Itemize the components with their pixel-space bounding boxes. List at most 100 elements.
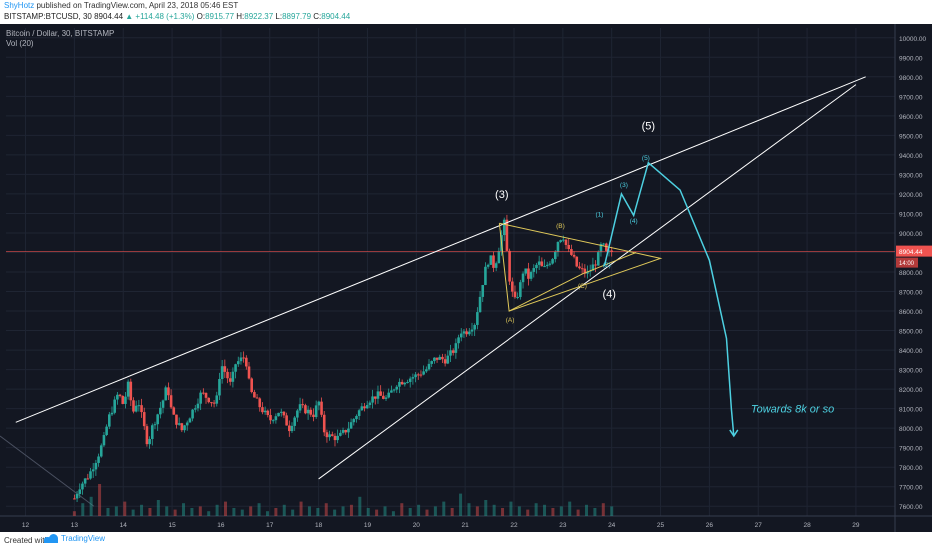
- candle-body: [591, 264, 595, 271]
- volume-bar: [114, 506, 118, 516]
- candle-body: [430, 361, 433, 364]
- volume-bar: [198, 506, 202, 516]
- x-tick-label: 26: [706, 522, 714, 529]
- candle-body: [83, 478, 87, 484]
- candle-body: [172, 407, 176, 415]
- price-badge-label: 8904.44: [899, 249, 923, 256]
- candle-body: [559, 240, 562, 243]
- candle-body: [239, 357, 243, 362]
- close-value: 8904.44: [321, 12, 351, 21]
- x-tick-label: 21: [462, 522, 470, 529]
- volume-bar: [391, 511, 395, 516]
- candle-body: [508, 250, 511, 282]
- candle-body: [180, 423, 184, 431]
- wave-label: (4): [630, 218, 638, 225]
- volume-bar: [425, 509, 429, 516]
- candle-body: [102, 435, 106, 446]
- candle-body: [400, 381, 404, 385]
- volume-bar: [190, 508, 194, 516]
- candle-body: [535, 264, 538, 269]
- candle-body: [282, 411, 286, 416]
- candle-body: [599, 244, 603, 253]
- candle-body: [578, 266, 581, 269]
- y-tick-label: 9100.00: [899, 211, 923, 218]
- candle-body: [347, 428, 350, 433]
- author-link[interactable]: ShyHotz: [4, 1, 35, 10]
- candle-body: [124, 396, 127, 404]
- open-label: O:: [196, 12, 206, 21]
- candle-body: [140, 405, 143, 413]
- candle-body: [505, 219, 509, 251]
- y-tick-label: 8000.00: [899, 426, 923, 433]
- wave-label: (2): [603, 262, 611, 269]
- candle-body: [296, 410, 299, 418]
- candle-body: [567, 244, 571, 250]
- candle-body: [502, 219, 506, 236]
- tradingview-brand[interactable]: TradingView: [44, 534, 105, 543]
- y-tick-label: 7900.00: [899, 446, 923, 453]
- published-text: published on TradingView.com, April 23, …: [36, 1, 239, 10]
- wedge-upper-line: [15, 76, 866, 423]
- candle-body: [545, 264, 549, 267]
- candle-body: [145, 426, 149, 445]
- volume-bar: [274, 508, 278, 516]
- y-tick-label: 10000.00: [899, 36, 926, 43]
- candle-body: [564, 239, 568, 245]
- candle-body: [435, 357, 439, 360]
- candle-body: [411, 377, 415, 379]
- chart-area[interactable]: 7600.00 7700.00 7800.00 7900.00 8000.00 8100.…: [0, 24, 932, 532]
- candle-body: [134, 405, 138, 412]
- x-tick-label: 12: [22, 522, 30, 529]
- candle-body: [298, 404, 302, 411]
- candle-body: [202, 392, 205, 394]
- volume-bar: [568, 501, 572, 516]
- price-chart[interactable]: 7600.00 7700.00 7800.00 7900.00 8000.00 8100.…: [0, 24, 932, 532]
- candle-body: [425, 369, 428, 372]
- y-tick-label: 8400.00: [899, 348, 923, 355]
- candle-body: [207, 397, 211, 403]
- candle-body: [153, 424, 157, 426]
- volume-bar: [475, 506, 479, 516]
- candle-body: [108, 414, 111, 427]
- candle-body: [422, 371, 425, 375]
- candle-body: [271, 420, 275, 422]
- volume-bar: [601, 503, 605, 516]
- x-tick-label: 29: [852, 522, 860, 529]
- candle-body: [253, 392, 256, 398]
- candle-body: [395, 386, 399, 390]
- wave-label: (A): [506, 317, 515, 324]
- open-value: 8915.77: [205, 12, 235, 21]
- candle-body: [336, 435, 339, 441]
- candle-body: [223, 366, 227, 372]
- last-price: 8904.44: [94, 12, 124, 21]
- y-tick-label: 9200.00: [899, 192, 923, 199]
- candle-body: [484, 266, 487, 286]
- y-tick-label: 9800.00: [899, 75, 923, 82]
- candle-body: [333, 435, 337, 441]
- volume-bar: [156, 500, 160, 516]
- candle-body: [81, 483, 84, 490]
- y-tick-label: 9300.00: [899, 172, 923, 179]
- candle-body: [408, 378, 412, 382]
- candle-body: [416, 374, 420, 376]
- volume-bar: [282, 504, 286, 516]
- candle-body: [553, 251, 557, 260]
- y-tick-label: 9400.00: [899, 153, 923, 160]
- candle-body: [156, 414, 159, 425]
- wave-label: (3): [620, 182, 628, 189]
- candle-body: [441, 356, 444, 360]
- candle-body: [414, 374, 417, 378]
- y-tick-label: 7700.00: [899, 485, 923, 492]
- candle-body: [99, 445, 103, 457]
- candle-body: [210, 402, 213, 404]
- candle-body: [596, 252, 600, 266]
- candle-body: [527, 268, 530, 279]
- x-tick-label: 27: [755, 522, 763, 529]
- volume-bar: [148, 508, 152, 516]
- volume-bar: [299, 501, 303, 516]
- volume-bar: [249, 506, 253, 516]
- candle-body: [159, 407, 162, 415]
- volume-bar: [232, 508, 236, 516]
- volume-bar: [400, 503, 404, 516]
- candle-body: [580, 268, 584, 270]
